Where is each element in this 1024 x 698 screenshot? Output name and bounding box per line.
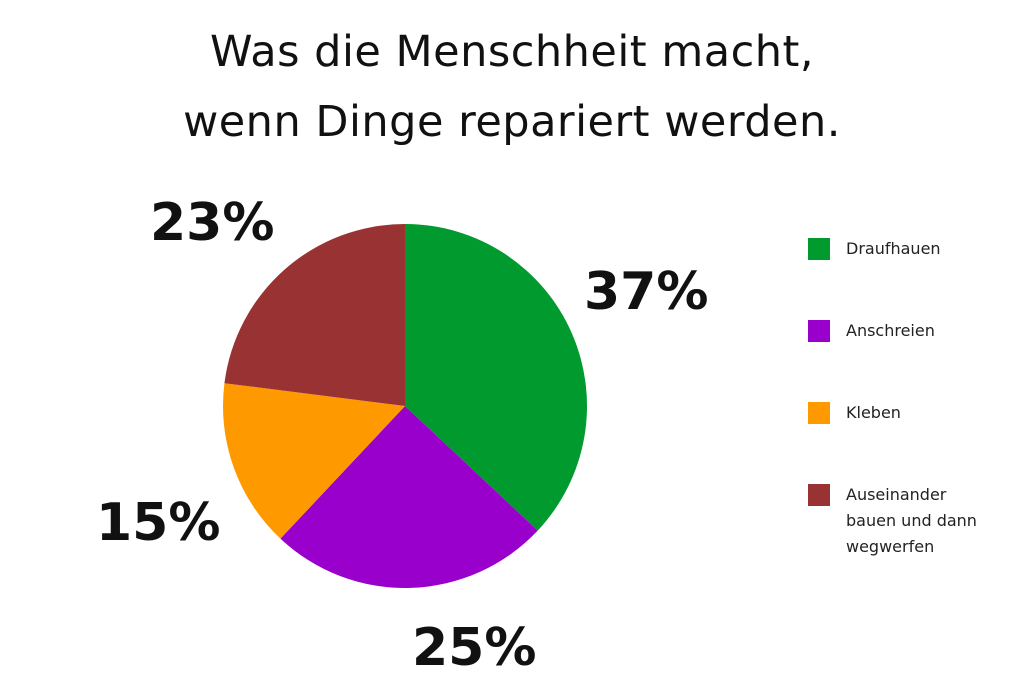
legend-label-anschreien: Anschreien [846, 321, 935, 340]
legend-item-auseinander: Auseinander bauen und dann wegwerfen [808, 484, 996, 560]
legend-swatch-auseinander [808, 484, 830, 506]
pie-percent-labels: 37% 25% 15% 23% [96, 193, 708, 678]
pie-slices [222, 224, 588, 588]
legend-item-anschreien: Anschreien [808, 320, 996, 344]
slice-label-draufhauen: 37% [584, 262, 708, 322]
legend-item-kleben: Kleben [808, 402, 996, 426]
legend-item-draufhauen: Draufhauen [808, 238, 996, 262]
chart-title-line-2: wenn Dinge repariert werden. [183, 97, 841, 147]
legend-label-draufhauen: Draufhauen [846, 239, 941, 258]
slice-label-anschreien: 25% [412, 618, 536, 678]
legend-swatch-anschreien [808, 320, 830, 342]
chart-title-line-1: Was die Menschheit macht, [209, 27, 814, 77]
slice-label-kleben: 15% [96, 493, 220, 553]
legend-label-kleben: Kleben [846, 403, 901, 422]
slice-label-auseinander: 23% [150, 193, 274, 253]
pie-slice-kleben [222, 383, 405, 539]
pie-slice-anschreien [280, 406, 538, 588]
legend-label-auseinander: Auseinander bauen und dann wegwerfen [846, 485, 977, 556]
legend-swatch-kleben [808, 402, 830, 424]
legend-swatch-draufhauen [808, 238, 830, 260]
pie-slice-auseinander [224, 224, 405, 406]
pie-slice-draufhauen [405, 224, 588, 531]
